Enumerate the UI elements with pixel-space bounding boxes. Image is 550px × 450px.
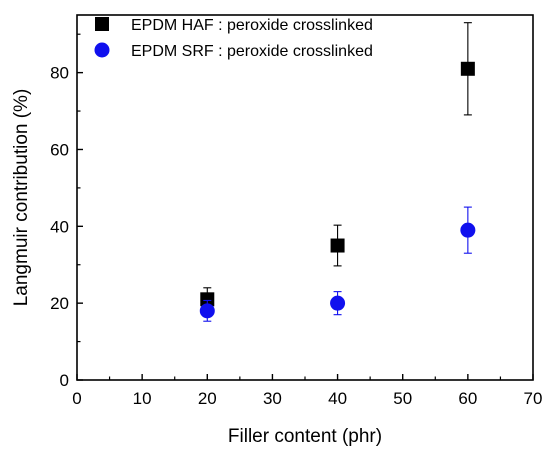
data-point-circle — [199, 303, 215, 319]
legend: EPDM HAF : peroxide crosslinked EPDM SRF… — [94, 17, 373, 60]
x-axis-title: Filler content (phr) — [228, 426, 382, 447]
y-axis-title: Langmuir contribution (%) — [11, 89, 32, 307]
x-tick-label: 50 — [393, 389, 412, 408]
y-tick-label: 40 — [50, 217, 69, 236]
y-tick-label: 60 — [50, 140, 69, 159]
x-tick-label: 10 — [133, 389, 152, 408]
y-tick-label: 0 — [60, 371, 69, 390]
plot-layer: 0 10 20 30 40 50 60 70 0 20 40 60 80 — [50, 14, 543, 408]
data-point-square — [330, 238, 345, 253]
x-tick-label: 20 — [198, 389, 217, 408]
y-tick-label: 80 — [50, 64, 69, 83]
x-tick-label: 0 — [72, 389, 81, 408]
y-tick-label: 20 — [50, 294, 69, 313]
legend-label-srf: EPDM SRF : peroxide crosslinked — [131, 43, 373, 60]
x-tick-label: 40 — [328, 389, 347, 408]
legend-label-haf: EPDM HAF : peroxide crosslinked — [131, 17, 373, 34]
data-point-square — [200, 292, 215, 307]
data-point-square — [460, 61, 475, 76]
x-tick-label: 70 — [524, 389, 543, 408]
legend-marker-haf — [95, 17, 109, 31]
data-point-circle — [460, 222, 476, 238]
legend-marker-srf — [94, 42, 110, 58]
data-point-circle — [330, 295, 346, 311]
x-tick-label: 30 — [263, 389, 282, 408]
x-tick-label: 60 — [458, 389, 477, 408]
